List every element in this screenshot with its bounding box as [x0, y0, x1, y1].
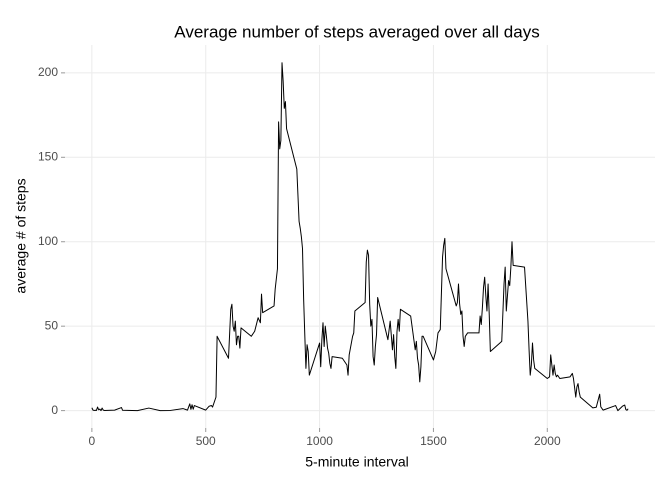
y-axis-title: average # of steps [13, 178, 29, 293]
y-tick-label: 200 [38, 65, 58, 79]
y-tick-label: 50 [45, 318, 59, 332]
line-series [91, 62, 629, 412]
y-tick-label: 100 [38, 234, 58, 248]
x-axis-title: 5-minute interval [305, 454, 409, 470]
x-tick-label: 0 [89, 434, 96, 448]
x-tick-label: 500 [196, 434, 216, 448]
chart-title: Average number of steps averaged over al… [174, 22, 539, 41]
y-tick-label: 150 [38, 149, 58, 163]
y-tick-label: 0 [51, 403, 58, 417]
x-tick-label: 1500 [420, 434, 447, 448]
x-tick-label: 2000 [534, 434, 561, 448]
x-tick-label: 1000 [306, 434, 333, 448]
